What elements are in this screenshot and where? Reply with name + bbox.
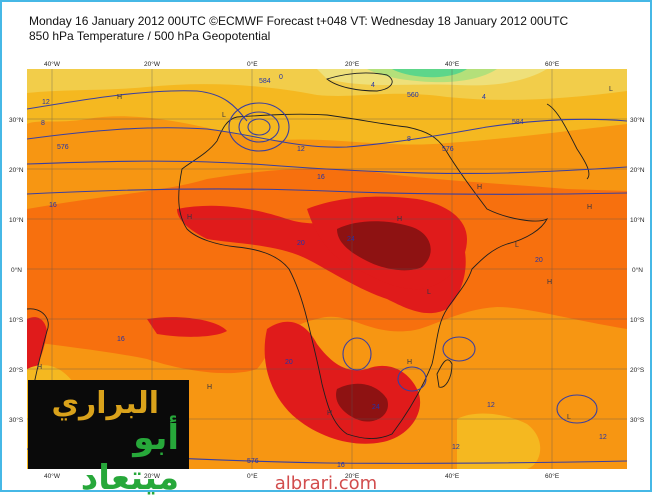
geopotential-label: 576 <box>57 144 69 151</box>
isotherm-label: 4 <box>482 94 486 101</box>
high-marker: H <box>477 184 482 191</box>
high-marker: H <box>397 216 402 223</box>
lat-label: 20°N <box>630 166 645 174</box>
contour-labels: 12 16 20 24 4 8 12 16 20 24 20 16 12 12 … <box>41 74 607 469</box>
watermark-logo: البراري أبو ميتعاد <box>28 380 189 498</box>
isotherm-label: 20 <box>535 257 543 264</box>
lat-label: 10°S <box>9 316 24 324</box>
latitude-labels-left: 30°N 20°N 10°N 0°N 10°S 20°S 30°S <box>9 116 24 424</box>
madagascar-coastline <box>436 359 453 388</box>
lat-label: 20°N <box>9 166 24 174</box>
low-marker: L <box>222 112 226 119</box>
lat-label: 30°N <box>630 116 645 124</box>
isotherm-label: 20 <box>285 359 293 366</box>
high-marker: H <box>587 204 592 211</box>
lat-label: 10°N <box>630 216 645 224</box>
low-marker: L <box>609 86 613 93</box>
isotherm-label: 12 <box>452 444 460 451</box>
forecast-title: Monday 16 January 2012 00UTC ©ECMWF Fore… <box>29 14 569 28</box>
temp-band-20-atlantic <box>147 317 227 337</box>
lat-label: 30°S <box>630 416 645 424</box>
high-marker: H <box>117 94 122 101</box>
coastlines <box>27 72 590 439</box>
lon-label: 0°E <box>247 60 258 68</box>
pressure-markers: H H H H H H H L L L L H H L H <box>37 86 613 421</box>
isotherm-label: 16 <box>49 202 57 209</box>
high-marker: H <box>327 410 332 417</box>
isotherm-label: 12 <box>599 434 607 441</box>
lon-label: 40°W <box>44 60 61 68</box>
website-link[interactable]: albrari.com <box>274 473 378 494</box>
isotherm-label: 12 <box>42 99 50 106</box>
isotherm-label: 8 <box>41 120 45 127</box>
geopotential-label: 584 <box>259 78 271 85</box>
lat-label: 10°S <box>630 316 645 324</box>
isotherm-label: 0 <box>279 74 283 81</box>
lat-label: 10°N <box>9 216 24 224</box>
lat-label: 20°S <box>630 366 645 374</box>
lat-label: 0°N <box>11 266 22 274</box>
lon-label: 20°E <box>345 60 360 68</box>
isotherm-label: 12 <box>297 146 305 153</box>
lat-label: 0°N <box>632 266 643 274</box>
temp-band-m8 <box>392 69 467 78</box>
africa-coastline <box>178 113 549 439</box>
isotherm-label: 24 <box>347 236 355 243</box>
south-america-coastline <box>27 308 49 390</box>
geopotential-label: 576 <box>247 458 259 465</box>
low-marker: L <box>515 242 519 249</box>
mediterranean-coastline <box>326 72 393 92</box>
latitude-labels-right: 30°N 20°N 10°N 0°N 10°S 20°S 30°S <box>630 116 645 424</box>
lat-label: 20°S <box>9 366 24 374</box>
longitude-labels-top: 40°W 20°W 0°E 20°E 40°E 60°E <box>44 60 560 68</box>
isotherm-label: 16 <box>317 174 325 181</box>
temp-band-24-south <box>336 383 388 422</box>
isotherm-label: 20 <box>297 240 305 247</box>
lat-label: 30°S <box>9 416 24 424</box>
high-marker: H <box>547 279 552 286</box>
lon-label: 60°E <box>545 60 560 68</box>
logo-line-2: أبو ميتعاد <box>80 418 179 498</box>
forecast-subtitle: 850 hPa Temperature / 500 hPa Geopotenti… <box>29 29 271 43</box>
lat-label: 30°N <box>9 116 24 124</box>
isotherm-label: 16 <box>337 462 345 469</box>
isotherm-label: 24 <box>372 404 380 411</box>
geopotential-label: 560 <box>407 92 419 99</box>
isotherm-label: 4 <box>371 82 375 89</box>
high-marker: H <box>407 359 412 366</box>
low-marker: L <box>567 414 571 421</box>
logo-line-1: البراري <box>51 386 159 421</box>
lon-label: 20°W <box>144 60 161 68</box>
graticule <box>27 69 627 469</box>
isotherm-label: 16 <box>117 336 125 343</box>
isotherm-label: 12 <box>487 402 495 409</box>
geopotential-label: 576 <box>442 146 454 153</box>
temp-band-8-southeast <box>457 413 541 469</box>
geopotential-contours <box>27 90 627 464</box>
temp-band-24 <box>337 221 431 271</box>
high-marker: H <box>187 214 192 221</box>
high-marker: H <box>207 384 212 391</box>
arabia-coastline <box>546 103 590 180</box>
lon-label: 40°E <box>445 60 460 68</box>
low-marker: L <box>427 289 431 296</box>
geopotential-label: 584 <box>512 119 524 126</box>
isotherm-label: 8 <box>407 136 411 143</box>
weather-map: 12 16 20 24 4 8 12 16 20 24 20 16 12 12 … <box>27 69 627 469</box>
high-marker: H <box>37 364 42 371</box>
